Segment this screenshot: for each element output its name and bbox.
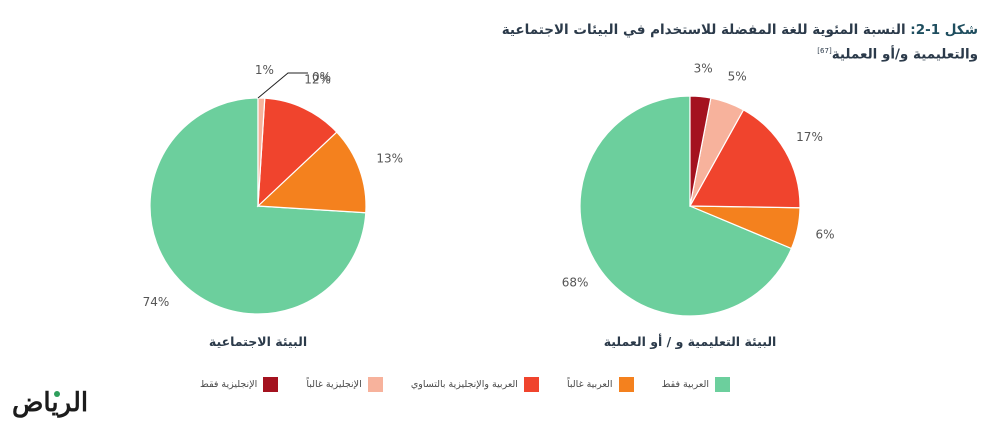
legend-label: العربية غالباً: [567, 378, 613, 390]
pie-label-arabic-english-equal: 17%: [796, 130, 823, 144]
pie-chart-2: 68% 6% 17% 5% 3% البيئة التعليمية و / أو العم…: [562, 62, 835, 349]
pie-label-english-only: 0%: [312, 70, 331, 84]
title-line-2: والتعليمية و/أو العملية[67]: [418, 40, 978, 66]
pie-label-mostly-english: 5%: [728, 69, 747, 83]
title-text-1: النسبة المئوية للغة المفضلة للاستخدام في…: [501, 22, 906, 38]
legend-item-mostly-arabic: العربية غالباً: [567, 376, 634, 392]
pie-label-mostly-english: 1%: [255, 63, 274, 77]
legend-item-mostly-english: الإنجليزية غالباً: [306, 376, 383, 392]
title-line-1: شكل 1-2: النسبة المئوية للغة المفضلة للا…: [418, 20, 978, 40]
pie-slice-english-only: [689, 95, 712, 207]
logo-text: الرياض: [12, 388, 89, 418]
legend-swatch: [523, 376, 539, 392]
pie-label-mostly-arabic: 6%: [816, 227, 835, 241]
legend-item-arabic-english-equal: العربية والإنجليزية بالتساوي: [410, 376, 539, 392]
logo: الرياض: [12, 388, 88, 418]
pie-label-english-only: 3%: [694, 62, 713, 76]
pie-label-arabic-english-equal: 12%: [304, 72, 331, 86]
pie-chart-title: البيئة التعليمية و / أو العملية: [604, 333, 777, 349]
pie-slice-arabic-english-equal: [257, 97, 338, 208]
figure-number: شكل 1-2:: [910, 22, 978, 38]
pie-label-arabic-only: 68%: [562, 275, 589, 289]
pie-chart-1: 74% 13% 12% 1% 0% البيئة الاجتماعية: [143, 63, 403, 349]
legend-label: العربية فقط: [661, 378, 709, 390]
legend-label: العربية والإنجليزية بالتساوي: [410, 378, 518, 390]
logo-dot: [54, 391, 60, 397]
pie-slice-arabic-only: [579, 95, 793, 317]
pie-label-arabic-only: 74%: [143, 295, 170, 309]
legend-item-english-only: الإنجليزية فقط: [200, 376, 279, 392]
legend-label: الإنجليزية فقط: [200, 378, 258, 390]
pie-slice-arabic-english-equal: [688, 109, 801, 209]
title-text-2: والتعليمية و/أو العملية: [831, 46, 978, 63]
legend-swatch: [367, 376, 383, 392]
pie-chart-title: البيئة الاجتماعية: [209, 334, 307, 349]
chart-title: شكل 1-2: النسبة المئوية للغة المفضلة للا…: [418, 20, 978, 66]
legend-swatch: [715, 376, 730, 392]
legend-swatch: [618, 376, 634, 392]
legend-item-arabic-only: العربية فقط: [661, 376, 730, 392]
pie-label-mostly-arabic: 13%: [376, 152, 403, 166]
legend-label: الإنجليزية غالباً: [306, 378, 362, 390]
legend: العربية فقط العربية غالباً العربية والإن…: [200, 374, 730, 394]
legend-swatch: [263, 376, 279, 392]
pie-slice-mostly-arabic: [256, 131, 367, 214]
title-reference: [67]: [817, 47, 832, 55]
leader-line: [257, 72, 308, 99]
